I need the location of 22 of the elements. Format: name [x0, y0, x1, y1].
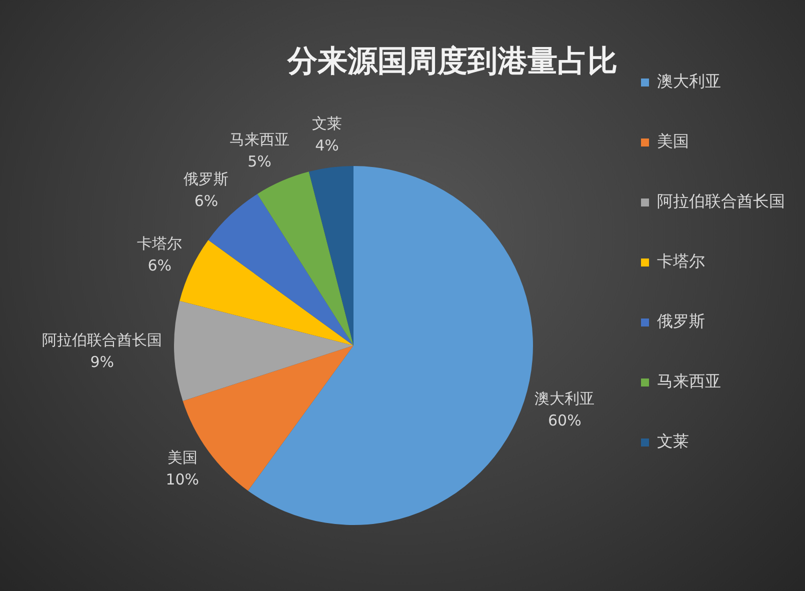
slice-label: 文莱: [312, 114, 342, 133]
slice-label: 美国: [167, 448, 198, 467]
legend-label: 卡塔尔: [657, 252, 705, 271]
slice-label: 阿拉伯联合酋长国: [42, 331, 162, 350]
slice-label: 马来西亚: [230, 130, 290, 148]
data-label: 4%: [315, 136, 339, 155]
legend-label: 马来西亚: [657, 372, 721, 391]
slice-label: 卡塔尔: [137, 234, 182, 252]
data-label: 9%: [90, 353, 114, 372]
data-label: 6%: [194, 192, 218, 210]
legend-label: 阿拉伯联合酋长国: [657, 192, 785, 211]
data-label: 6%: [148, 256, 172, 274]
chart-title: 分来源国周度到港量占比: [286, 44, 618, 79]
data-label: 10%: [166, 470, 200, 489]
data-label: 5%: [248, 152, 272, 170]
legend-label: 文莱: [657, 432, 689, 451]
slice-label: 澳大利亚: [534, 390, 595, 408]
legend-label: 美国: [657, 132, 689, 151]
slice-label: 俄罗斯: [184, 170, 229, 188]
legend-label: 俄罗斯: [657, 312, 705, 331]
data-label: 60%: [548, 412, 582, 430]
legend-label: 澳大利亚: [657, 72, 721, 91]
